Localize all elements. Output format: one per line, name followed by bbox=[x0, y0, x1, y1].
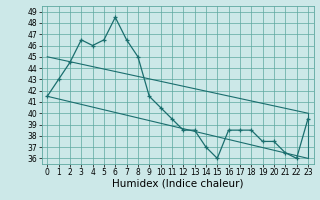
X-axis label: Humidex (Indice chaleur): Humidex (Indice chaleur) bbox=[112, 179, 243, 189]
